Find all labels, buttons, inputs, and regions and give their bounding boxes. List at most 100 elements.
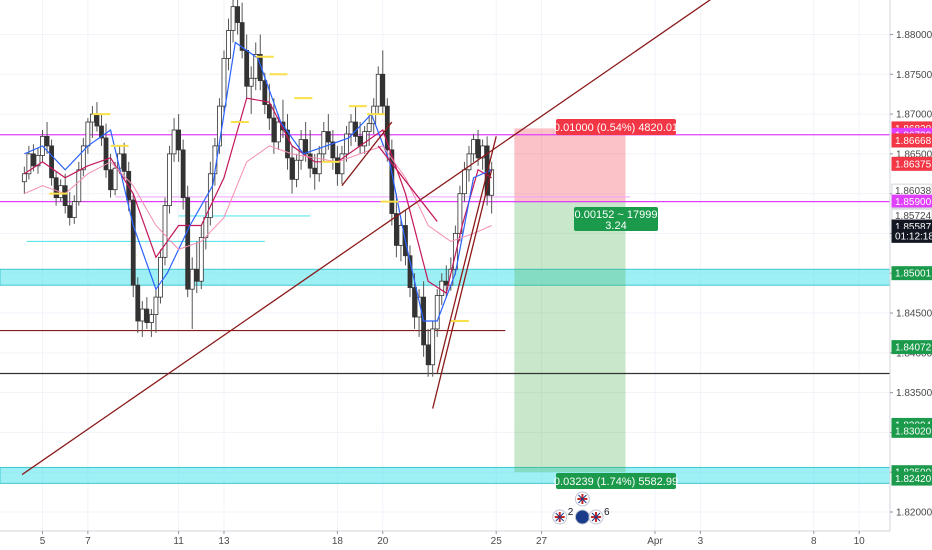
- candle-down: [330, 141, 336, 159]
- time-tick-label: 5: [40, 536, 46, 547]
- price-label-text: 1.86375: [895, 159, 932, 170]
- candle-down: [185, 197, 191, 290]
- candle-down: [303, 139, 309, 155]
- ratio-label-line1: 0.00152 ~ 17999: [575, 209, 658, 221]
- candle-up: [158, 256, 163, 298]
- candle-up: [35, 155, 41, 167]
- candle-up: [203, 217, 209, 238]
- position-labels: 0.01000 (0.54%) 4820.01 0.00152 ~ 17999 …: [554, 119, 678, 489]
- price-label: 1.83020: [891, 423, 932, 438]
- time-tick-label: 13: [218, 536, 230, 547]
- candle-down: [307, 153, 313, 169]
- drawings: [21, 0, 712, 476]
- time-tick-label: 10: [854, 536, 866, 547]
- time-tick-label: 20: [377, 536, 389, 547]
- candle-down: [99, 125, 104, 139]
- candle-up: [471, 139, 476, 155]
- candle-up: [226, 30, 231, 59]
- event-flag-icon[interactable]: [574, 491, 590, 507]
- price-axis[interactable]: 1.880001.875001.870001.865001.860001.855…: [889, 0, 932, 550]
- flag-diag-2: [555, 512, 565, 522]
- time-tick-label: 11: [173, 536, 184, 547]
- candle-up: [139, 308, 145, 322]
- candle-up: [162, 205, 168, 258]
- candle-down: [121, 153, 127, 172]
- candle-down: [412, 287, 417, 318]
- take-profit-area: [514, 201, 626, 473]
- stop-loss-area: [514, 128, 626, 202]
- candle-up: [153, 296, 159, 316]
- candle-up: [71, 201, 77, 218]
- candle-up: [452, 233, 458, 270]
- time-tick-label: 27: [536, 536, 548, 547]
- price-label: 1.86375: [891, 156, 932, 171]
- candle-down: [180, 149, 186, 199]
- candle-up: [26, 153, 32, 175]
- candle-down: [257, 53, 263, 82]
- candle-down: [67, 205, 73, 218]
- candle-down: [335, 157, 340, 175]
- candle-down: [103, 137, 109, 171]
- time-axis-bg: [0, 531, 932, 550]
- price-label: 1.85001: [891, 266, 932, 281]
- flag-au-icon: [574, 509, 590, 525]
- ratio-label-box: [574, 207, 658, 231]
- price-tick-label: 1.82000: [896, 508, 932, 519]
- price-label-box: [891, 340, 932, 355]
- candle-up: [171, 129, 177, 155]
- candle-up: [348, 121, 354, 135]
- short-position-tool[interactable]: [514, 128, 626, 473]
- trend-line-rising-2: [436, 136, 497, 373]
- candle-up: [416, 296, 422, 318]
- candle-down: [285, 129, 290, 159]
- candle-down: [108, 169, 113, 191]
- candle-down: [380, 73, 386, 107]
- price-tick-label: 1.87500: [896, 70, 932, 81]
- time-axis[interactable]: 5 7 11 13 18 20 25 27 Apr 3 8 10: [0, 530, 932, 550]
- candle-down: [31, 153, 36, 167]
- price-tick-label: 1.83500: [896, 388, 932, 399]
- candle-up: [189, 268, 195, 290]
- support-zone: [0, 466, 891, 484]
- candle-up: [398, 225, 404, 246]
- price-label-box: [891, 228, 932, 243]
- candle-down: [266, 104, 272, 119]
- trend-line-long: [21, 0, 712, 476]
- candle-up: [80, 145, 86, 171]
- candle-up: [85, 121, 91, 147]
- candle-up: [148, 314, 154, 323]
- candle-down: [130, 199, 136, 286]
- candle-up: [321, 131, 327, 155]
- candle-up: [90, 113, 95, 123]
- price-label-text: 1.83020: [895, 426, 932, 437]
- moving-average-red: [24, 97, 492, 295]
- candle-up: [362, 131, 368, 147]
- price-label-box: [891, 471, 932, 486]
- time-tick-label: Apr: [647, 536, 663, 547]
- flag-diag-2: [591, 512, 601, 522]
- event-flag-icon[interactable]: 6: [588, 507, 610, 525]
- candle-down: [262, 80, 268, 105]
- horizontal-lines: [0, 134, 890, 375]
- price-tick-label: 1.86500: [896, 149, 932, 160]
- candle-down: [271, 117, 277, 143]
- candle-up: [434, 295, 440, 330]
- candle-up: [366, 123, 372, 132]
- candle-up: [430, 328, 436, 366]
- event-flag-icon[interactable]: 2: [552, 507, 574, 525]
- event-count-badge: 6: [604, 507, 610, 518]
- target-label: 0.03239 (1.74%) 5582.99: [554, 476, 678, 488]
- price-tick-label: 1.87000: [896, 110, 932, 121]
- candle-down: [62, 185, 68, 207]
- candle-up: [112, 167, 118, 191]
- candle-down: [49, 145, 54, 179]
- price-label-box: [891, 266, 932, 281]
- candle-up: [276, 121, 281, 143]
- price-label-text: 1.86668: [895, 136, 932, 147]
- candle-down: [239, 22, 245, 51]
- candle-up: [76, 169, 82, 203]
- ratio-label-line2: 3.24: [605, 220, 626, 232]
- candle-down: [425, 344, 431, 366]
